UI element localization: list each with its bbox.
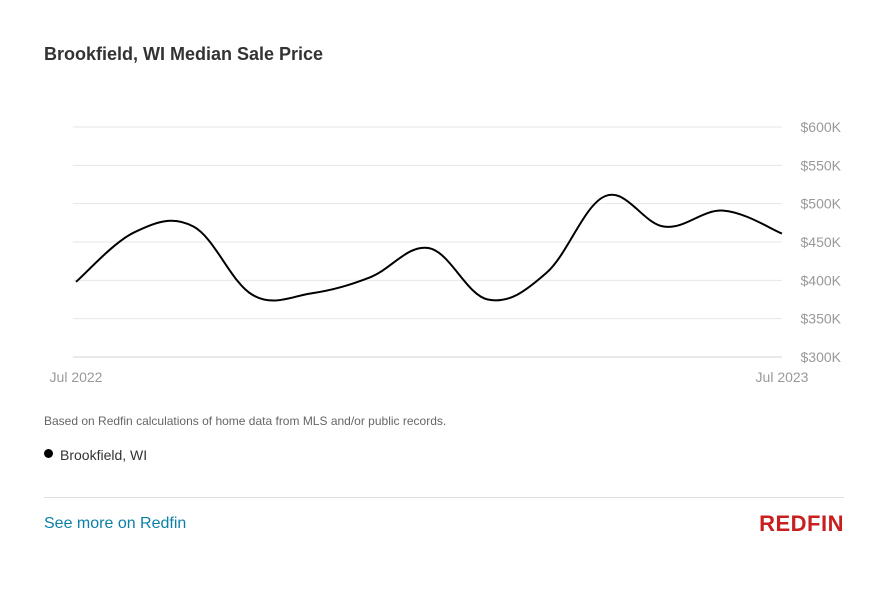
line-chart: $300K $350K $400K $450K $500K $550K $600K Jul … [50, 119, 842, 385]
data-point[interactable] [131, 228, 139, 236]
data-point[interactable] [543, 269, 551, 277]
y-tick-label: $600K [801, 119, 842, 135]
grid-lines [73, 126, 782, 358]
y-tick-label: $550K [801, 157, 842, 173]
y-axis-ticks: $300K $350K $400K $450K $500K $550K $600K [801, 119, 842, 365]
data-point[interactable] [307, 289, 315, 297]
data-point[interactable] [484, 296, 492, 304]
x-tick-label: Jul 2022 [50, 369, 103, 385]
data-point[interactable] [602, 192, 610, 200]
legend: Brookfield, WI [44, 447, 147, 463]
data-point[interactable] [249, 291, 257, 299]
data-point[interactable] [190, 223, 198, 231]
y-tick-label: $450K [801, 234, 842, 250]
data-point[interactable] [366, 273, 374, 281]
data-point[interactable] [778, 230, 786, 238]
data-disclaimer: Based on Redfin calculations of home dat… [44, 414, 447, 428]
y-tick-label: $400K [801, 272, 842, 288]
see-more-link[interactable]: See more on Redfin [44, 515, 187, 532]
data-point[interactable] [425, 244, 433, 252]
redfin-logo[interactable]: REDFIN [759, 511, 844, 536]
series-layer [72, 192, 786, 304]
series-line [75, 193, 783, 302]
y-tick-label: $300K [801, 349, 842, 365]
y-tick-label: $350K [801, 311, 842, 327]
data-point[interactable] [72, 278, 80, 286]
legend-label: Brookfield, WI [60, 447, 148, 463]
x-tick-label: Jul 2023 [756, 369, 809, 385]
chart-title: Brookfield, WI Median Sale Price [44, 44, 324, 64]
y-tick-label: $500K [801, 196, 842, 212]
data-point[interactable] [719, 207, 727, 215]
footer-divider [44, 497, 844, 498]
data-point[interactable] [660, 223, 668, 231]
x-axis-ticks: Jul 2022 Jul 2023 [50, 369, 809, 385]
legend-dot-icon [44, 449, 53, 458]
